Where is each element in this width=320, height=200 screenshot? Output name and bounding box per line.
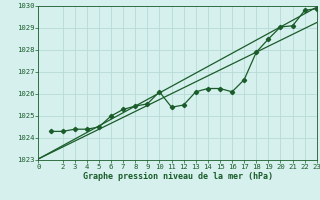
X-axis label: Graphe pression niveau de la mer (hPa): Graphe pression niveau de la mer (hPa) bbox=[83, 172, 273, 181]
